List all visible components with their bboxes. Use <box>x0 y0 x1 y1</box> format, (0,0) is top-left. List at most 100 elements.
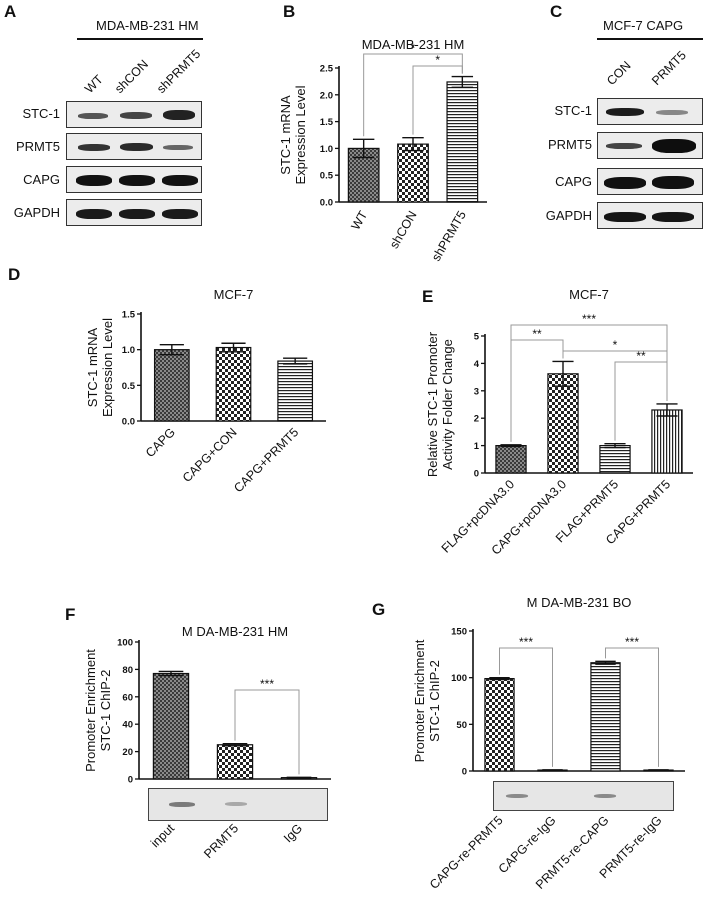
band <box>506 794 528 798</box>
chart-d-ytick-label: 1.0 <box>122 345 135 356</box>
band <box>76 209 112 219</box>
blot-a-title-line <box>77 38 203 40</box>
chart-f-category-label: IgG <box>281 821 305 845</box>
chart-b-sig-label: * <box>435 53 440 67</box>
blot-a-row-label: CAPG <box>23 172 60 187</box>
chart-b-title: MDA-MB-231 HM <box>362 37 465 52</box>
chart-f-ylabel-line2: STC-1 ChIP-2 <box>98 670 113 752</box>
chart-e-sig-label: * <box>613 338 618 352</box>
chart-e-ytick-label: 4 <box>474 359 480 370</box>
chart-f-category-label: PRMT5 <box>201 821 241 861</box>
blot-a-row-label: PRMT5 <box>15 139 60 154</box>
band <box>163 145 193 150</box>
band <box>78 113 108 119</box>
chart-f-ytick-label: 20 <box>122 747 133 758</box>
gel-strip-g <box>493 781 674 811</box>
chart-e-ylabel-line2: Activity Folder Change <box>440 339 455 470</box>
blot-a-row-label: STC-1 <box>22 106 60 121</box>
chart-b-sig-label: * <box>411 41 416 55</box>
blot-a-row-capg <box>66 166 202 193</box>
chart-b-ytick-label: 0.5 <box>320 171 334 182</box>
blot-c-row-stc1 <box>597 98 703 125</box>
band <box>606 143 642 149</box>
band <box>652 212 694 222</box>
chart-e-sig-label: *** <box>582 312 596 326</box>
chart-g-sig-label: *** <box>519 635 533 649</box>
gel-strip-f <box>148 788 328 821</box>
chart-f-ytick-label: 0 <box>128 775 133 786</box>
band <box>78 144 110 151</box>
chart-b-bar <box>397 143 429 203</box>
panel-letter-c: C <box>550 2 563 21</box>
chart-d-ytick-label: 1.5 <box>122 310 136 321</box>
chart-e-bar <box>599 445 631 474</box>
chart-e-ytick-label: 0 <box>474 469 479 480</box>
chart-f-sig-label: *** <box>260 677 274 691</box>
blot-c-row-label: CAPG <box>555 174 592 189</box>
chart-g-bar <box>590 662 621 772</box>
blot-a-row-label: GAPDH <box>13 205 60 220</box>
panel-letter-b: B <box>283 2 296 21</box>
chart-d-category-label: CAPG <box>143 425 178 460</box>
chart-d-ytick-label: 0.0 <box>122 417 135 428</box>
chart-g-ytick-label: 150 <box>451 627 467 638</box>
chart-g-category-label: CAPG-re-PRMT5 <box>427 813 506 892</box>
chart-b-ytick-label: 0.0 <box>320 198 333 209</box>
blot-a-row-gapdh <box>66 199 202 226</box>
blot-c-row-prmt5 <box>597 132 703 159</box>
chart-g-sig-label: *** <box>625 635 639 649</box>
blot-a-row-stc1 <box>66 101 202 128</box>
chart-f-title: M DA-MB-231 HM <box>182 624 288 639</box>
band <box>119 209 155 219</box>
chart-f-bar <box>216 744 254 780</box>
chart-f-ytick-label: 100 <box>117 638 133 649</box>
chart-e-ylabel: Relative STC-1 PromoterActivity Folder C… <box>425 331 455 477</box>
chart-f-ytick-label: 60 <box>122 692 133 703</box>
band <box>76 175 112 186</box>
band <box>652 139 696 153</box>
chart-d-bar <box>277 360 314 422</box>
chart-d-ylabel: STC-1 mRNAExpression Level <box>85 318 115 417</box>
band <box>606 108 644 116</box>
chart-f-ylabel: Promoter EnrichmentSTC-1 ChIP-2 <box>83 649 113 772</box>
chart-d-ylabel-line2: Expression Level <box>100 318 115 417</box>
chart-g-ylabel-line1: Promoter Enrichment <box>412 639 427 762</box>
chart-g-bar <box>484 677 515 772</box>
band <box>163 110 195 120</box>
chart-d-bar <box>153 349 190 422</box>
band <box>656 110 688 115</box>
chart-f-ytick-label: 40 <box>122 720 133 731</box>
chart-g-ytick-label: 0 <box>462 767 467 778</box>
chart-b-category-label: shPRMT5 <box>429 208 469 263</box>
band <box>162 209 198 219</box>
chart-b-ytick-label: 2.0 <box>320 90 333 101</box>
chart-b-ytick-label: 2.5 <box>320 64 334 75</box>
chart-b-ylabel-line1: STC-1 mRNA <box>278 95 293 175</box>
band <box>225 802 247 806</box>
panel-letter-a: A <box>4 2 17 21</box>
band <box>594 794 616 798</box>
chart-f-sig-bracket <box>234 689 300 775</box>
chart-d-category-label: CAPG+PRMT5 <box>231 425 301 495</box>
chart-b-ylabel: STC-1 mRNAExpression Level <box>278 85 308 184</box>
chart-e-bar <box>495 445 527 474</box>
band <box>604 212 646 222</box>
chart-e-ytick-label: 5 <box>474 332 480 343</box>
panel-letter-f: F <box>65 605 76 624</box>
chart-d-category-label: CAPG+CON <box>180 425 240 485</box>
chart-e-sig-label: ** <box>636 349 646 363</box>
band <box>120 112 152 119</box>
panel-letter-g: G <box>372 600 386 619</box>
chart-d-bar <box>215 346 252 422</box>
panel-letter-d: D <box>8 265 21 284</box>
chart-e-bar <box>547 373 579 474</box>
chart-g-ylabel-line2: STC-1 ChIP-2 <box>427 660 442 742</box>
chart-g-sig-bracket <box>605 647 659 767</box>
blot-c-row-capg <box>597 168 703 195</box>
chart-b-sig-bracket <box>412 65 463 135</box>
band <box>120 143 153 151</box>
blot-c-row-label: GAPDH <box>545 208 592 223</box>
chart-b-ytick-label: 1.5 <box>320 117 334 128</box>
chart-f-ylabel-line1: Promoter Enrichment <box>83 649 98 772</box>
